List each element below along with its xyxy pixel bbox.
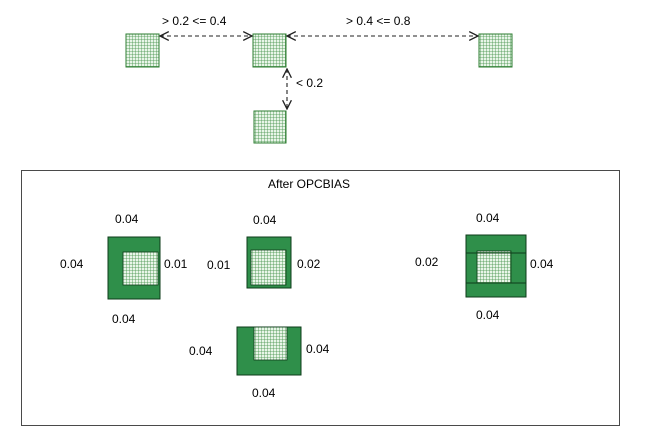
shape1-top-label: 0.04 bbox=[115, 212, 139, 226]
bias-shape-1 bbox=[107, 236, 161, 300]
bias-shape-2 bbox=[246, 236, 292, 289]
square-left bbox=[125, 33, 160, 68]
pattern-square bbox=[122, 251, 159, 286]
shape2-right-label: 0.02 bbox=[297, 257, 321, 271]
bias-shape-3 bbox=[465, 234, 527, 298]
panel-title: After OPCBIAS bbox=[268, 177, 351, 191]
spacing-label-right: > 0.4 <= 0.8 bbox=[346, 14, 411, 28]
shape4-right-label: 0.04 bbox=[306, 342, 330, 356]
square-center bbox=[252, 33, 287, 68]
spacing-label-vertical: < 0.2 bbox=[296, 76, 324, 90]
square-bottom bbox=[253, 110, 287, 144]
shape1-bottom-label: 0.04 bbox=[112, 312, 136, 326]
shape2-left-label: 0.01 bbox=[207, 258, 231, 272]
spacing-label-left: > 0.2 <= 0.4 bbox=[162, 14, 227, 28]
square-right bbox=[478, 33, 513, 68]
pattern-square bbox=[253, 326, 288, 361]
spacing-diagram bbox=[125, 33, 513, 144]
shape1-right-label: 0.01 bbox=[164, 257, 188, 271]
shape4-bottom-label: 0.04 bbox=[252, 386, 276, 400]
shape4-left-label: 0.04 bbox=[189, 344, 213, 358]
pattern-square bbox=[250, 249, 287, 286]
shape3-bottom-label: 0.04 bbox=[476, 308, 500, 322]
opcbias-panel bbox=[21, 170, 620, 426]
pattern-square bbox=[476, 250, 512, 284]
bias-shape-4 bbox=[236, 326, 302, 376]
shape1-left-label: 0.04 bbox=[60, 257, 84, 271]
shape2-top-label: 0.04 bbox=[253, 213, 277, 227]
shape3-left-label: 0.02 bbox=[415, 255, 439, 269]
shape3-top-label: 0.04 bbox=[476, 211, 500, 225]
shape3-right-label: 0.04 bbox=[530, 257, 554, 271]
